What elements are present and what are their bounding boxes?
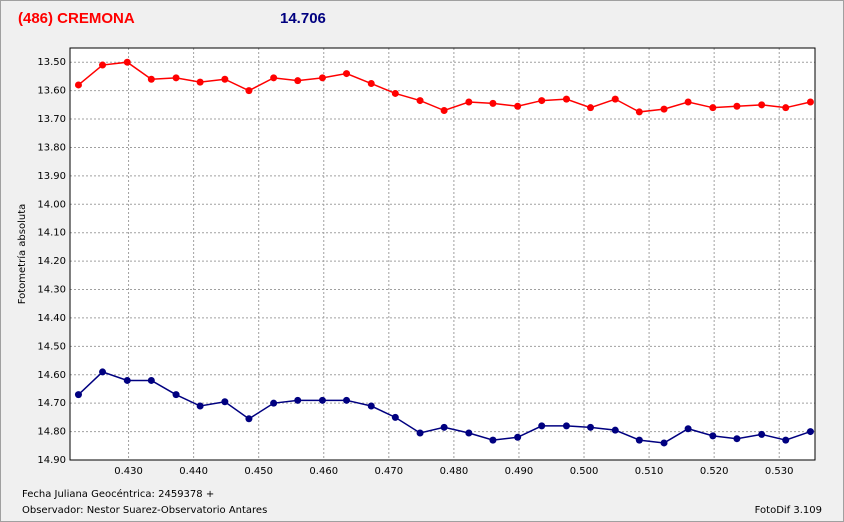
data-point	[391, 413, 399, 421]
data-point	[172, 74, 180, 82]
y-tick-label: 14.70	[37, 398, 66, 409]
data-point	[245, 415, 253, 423]
data-point	[660, 105, 668, 113]
y-tick-label: 13.80	[37, 142, 66, 153]
data-point	[806, 428, 814, 436]
data-point	[172, 391, 180, 399]
data-point	[782, 436, 790, 444]
chart-title: (486) CREMONA	[18, 10, 135, 27]
data-point	[123, 58, 131, 66]
data-point	[538, 97, 546, 105]
y-axis-label: Fotometría absoluta	[16, 204, 28, 305]
data-point	[318, 396, 326, 404]
data-point	[758, 430, 766, 438]
data-point	[587, 104, 595, 112]
data-point	[758, 101, 766, 109]
x-tick-label: 0.460	[309, 466, 338, 477]
y-tick-label: 13.70	[37, 114, 66, 125]
x-tick-label: 0.520	[700, 466, 729, 477]
data-point	[733, 435, 741, 443]
x-tick-label: 0.430	[114, 466, 143, 477]
y-tick-label: 14.90	[37, 455, 66, 466]
data-point	[270, 399, 278, 407]
data-point	[440, 423, 448, 431]
y-tick-label: 14.50	[37, 341, 66, 352]
data-point	[99, 368, 107, 376]
y-tick-label: 14.60	[37, 370, 66, 381]
data-point	[635, 436, 643, 444]
data-point	[367, 402, 375, 410]
data-point	[147, 75, 155, 83]
y-tick-label: 14.20	[37, 256, 66, 267]
y-tick-label: 13.50	[37, 57, 66, 68]
data-point	[806, 98, 814, 106]
y-tick-label: 13.90	[37, 171, 66, 182]
data-point	[562, 422, 570, 430]
data-point	[684, 98, 692, 106]
x-tick-label: 0.490	[505, 466, 534, 477]
plot-area	[70, 48, 815, 460]
y-tick-label: 14.00	[37, 199, 66, 210]
data-point	[318, 74, 326, 82]
data-point	[245, 87, 253, 95]
data-point	[709, 104, 717, 112]
data-point	[74, 391, 82, 399]
data-point	[684, 425, 692, 433]
x-tick-label: 0.500	[570, 466, 599, 477]
x-tick-label: 0.510	[635, 466, 664, 477]
data-point	[221, 75, 229, 83]
x-tick-label: 0.450	[244, 466, 273, 477]
y-tick-label: 14.30	[37, 285, 66, 296]
data-point	[343, 396, 351, 404]
data-point	[196, 402, 204, 410]
data-point	[416, 429, 424, 437]
data-point	[709, 432, 717, 440]
y-tick-label: 13.60	[37, 86, 66, 97]
data-point	[538, 422, 546, 430]
data-point	[635, 108, 643, 116]
plot-border	[69, 47, 816, 461]
data-point	[440, 107, 448, 115]
y-tick-label: 14.10	[37, 228, 66, 239]
software: FotoDif 3.109	[755, 505, 822, 516]
data-point	[660, 439, 668, 447]
data-point	[465, 98, 473, 106]
x-tick-label: 0.530	[765, 466, 794, 477]
data-point	[391, 89, 399, 97]
data-point	[99, 61, 107, 69]
data-point	[147, 376, 155, 384]
data-point	[221, 398, 229, 406]
data-point	[465, 429, 473, 437]
data-point	[514, 433, 522, 441]
data-point	[294, 77, 302, 85]
data-point	[562, 95, 570, 103]
data-point	[489, 436, 497, 444]
y-tick-label: 14.40	[37, 313, 66, 324]
y-tick-label: 14.80	[37, 427, 66, 438]
data-point	[514, 102, 522, 110]
data-point	[367, 80, 375, 88]
data-point	[74, 81, 82, 89]
data-point	[196, 78, 204, 86]
x-tick-label: 0.480	[440, 466, 469, 477]
data-point	[587, 423, 595, 431]
data-point	[294, 396, 302, 404]
magnitude: 14.706	[280, 10, 326, 27]
x-tick-label: 0.470	[375, 466, 404, 477]
observer: Observador: Nestor Suarez-Observatorio A…	[22, 505, 267, 516]
x-axis-caption: Fecha Juliana Geocéntrica: 2459378 +	[22, 488, 214, 500]
data-point	[343, 70, 351, 78]
x-tick-label: 0.440	[179, 466, 208, 477]
data-point	[416, 97, 424, 105]
data-point	[733, 102, 741, 110]
data-point	[489, 99, 497, 107]
data-point	[270, 74, 278, 82]
data-point	[611, 95, 619, 103]
data-point	[782, 104, 790, 112]
data-point	[611, 426, 619, 434]
data-point	[123, 376, 131, 384]
